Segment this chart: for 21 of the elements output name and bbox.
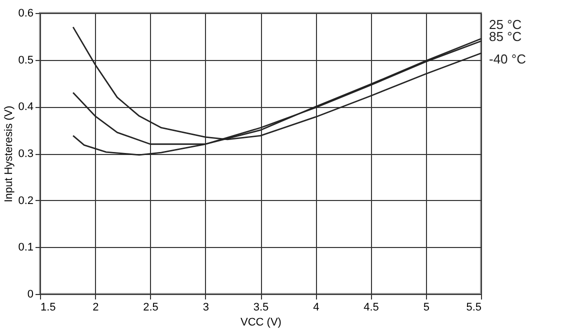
x-tick-label: 2.5	[143, 302, 158, 314]
series-label: 25 °C	[489, 16, 522, 32]
y-tick-label: 0.6	[18, 8, 34, 20]
x-tick-label: 5.5	[466, 302, 482, 314]
y-tick-label: 0.3	[18, 148, 34, 160]
x-tick-label: 4	[313, 302, 320, 314]
y-tick-label: 0.2	[18, 194, 34, 207]
x-tick-label: 1.5	[40, 302, 56, 314]
series-label: 85 °C	[489, 29, 522, 44]
x-tick-label: 2	[92, 302, 99, 314]
x-tick-label: 3.5	[253, 302, 269, 314]
series-label: -40 °C	[489, 51, 526, 66]
y-tick-label: 0	[27, 288, 34, 300]
x-tick-label: 3	[202, 302, 209, 314]
x-tick-label: 5	[423, 302, 430, 314]
y-tick-label: 0.1	[18, 242, 34, 254]
y-tick-label: 0.4	[18, 101, 34, 114]
x-axis-title: VCC (V)	[240, 316, 282, 328]
y-tick-label: 0.5	[18, 54, 34, 66]
y-axis-title: Input Hysteresis (V)	[3, 106, 16, 202]
x-tick-label: 4.5	[364, 302, 379, 314]
